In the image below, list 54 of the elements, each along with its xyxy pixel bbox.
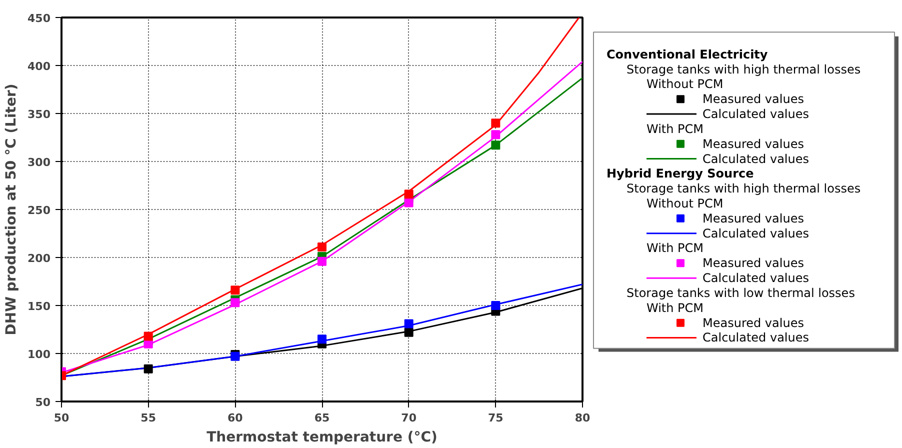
x-tick-label: 50 (54, 412, 70, 424)
legend-label: Calculated values (702, 152, 810, 166)
y-tick-label: 350 (28, 108, 51, 121)
legend-label: Measured values (702, 211, 804, 226)
x-tick-label: 55 (140, 412, 156, 424)
y-tick-label: 400 (28, 60, 51, 73)
point (144, 339, 153, 348)
x-tick-label: 80 (574, 412, 590, 424)
x-tick-label: 75 (488, 412, 504, 424)
y-tick-label: 150 (28, 300, 51, 313)
point (318, 242, 326, 252)
legend-label: Measured values (702, 92, 804, 106)
point (230, 286, 240, 295)
y-tick-label: 450 (28, 12, 51, 25)
text: Hybrid Energy Source (606, 166, 754, 181)
point (404, 190, 414, 199)
legend-label: Measured values (702, 316, 804, 330)
point (404, 319, 414, 328)
legend-label: Calculated values (702, 330, 810, 345)
text: With PCM (646, 300, 704, 315)
y-tick-label: 300 (28, 156, 51, 169)
x-tick-label: 70 (401, 412, 417, 424)
point (404, 198, 414, 208)
point (318, 334, 326, 344)
point (491, 130, 500, 140)
point (491, 118, 500, 128)
point (491, 301, 500, 310)
point (318, 256, 326, 266)
x-tick-label: 60 (228, 412, 244, 424)
point (144, 332, 153, 341)
y-tick-label: 200 (28, 252, 51, 265)
text: With PCM (646, 241, 704, 256)
text: Conventional Electricity (606, 47, 768, 62)
point (230, 298, 240, 308)
y-tick-label: 250 (28, 204, 51, 217)
text: With PCM (646, 122, 704, 136)
point (491, 140, 500, 150)
x-axis-title: Thermostat temperature (°C) (206, 430, 438, 446)
y-axis-title: DHW production at 50 °C (Liter) (4, 84, 20, 336)
legend-label: Measured values (702, 136, 804, 151)
text: Storage tanks with high thermal losses (626, 182, 861, 196)
y-tick-label: 100 (28, 348, 51, 361)
point (144, 364, 153, 374)
x-tick-label: 65 (314, 412, 330, 424)
legend-label: Calculated values (702, 107, 810, 122)
legend-label: Measured values (702, 256, 804, 270)
legend-label: Calculated values (702, 226, 810, 240)
legend-label: Calculated values (702, 271, 810, 286)
point (404, 328, 414, 337)
text: Storage tanks with high thermal losses (626, 62, 861, 76)
text: Without PCM (646, 196, 724, 210)
text: Storage tanks with low thermal losses (626, 286, 855, 300)
y-tick-label: 50 (35, 396, 51, 409)
text: Without PCM (646, 77, 724, 92)
